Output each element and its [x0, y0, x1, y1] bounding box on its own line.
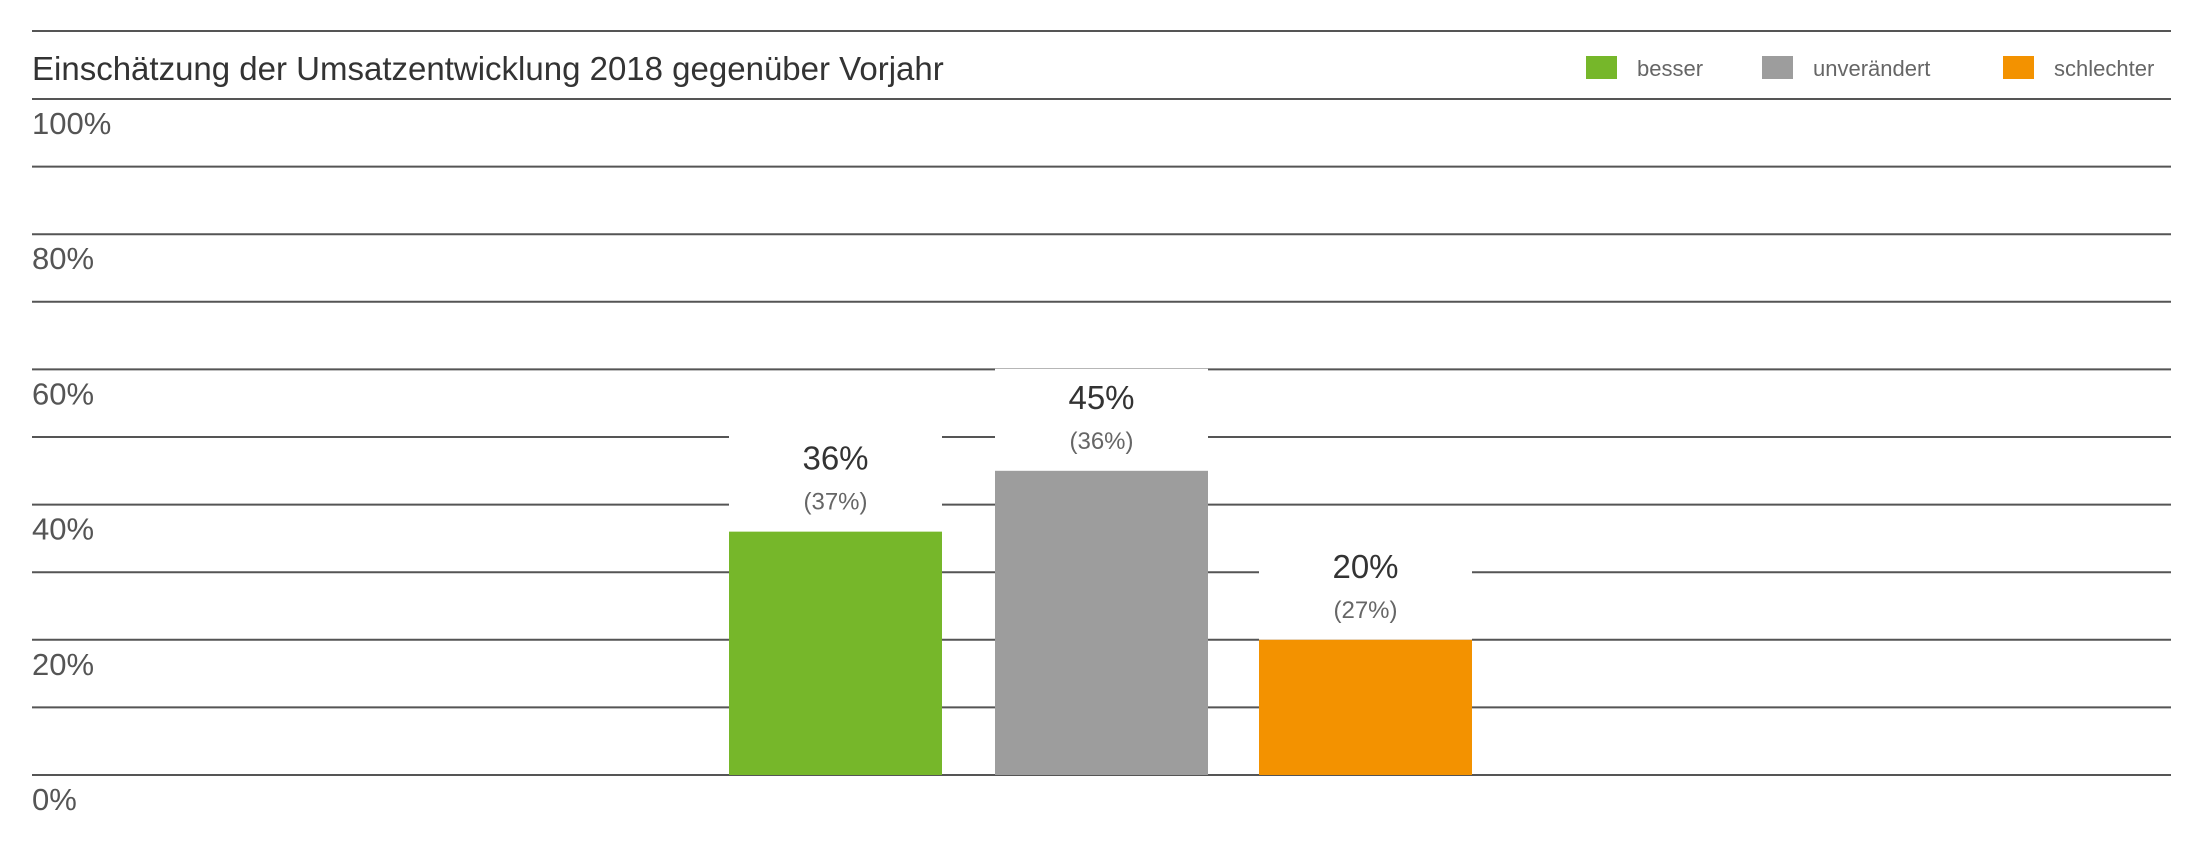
bar-besser: [729, 531, 942, 775]
label-background: [995, 368, 1208, 471]
label-background: [729, 429, 942, 532]
legend: besser unverändert schlechter: [1586, 56, 2154, 81]
legend-swatch: [1586, 56, 1617, 79]
y-tick-label: 100%: [32, 106, 111, 141]
y-tick-label: 80%: [32, 241, 94, 276]
legend-label: schlechter: [2054, 56, 2154, 81]
data-label: 20%: [1332, 548, 1398, 585]
label-backgrounds: [729, 368, 1472, 640]
y-tick-label: 20%: [32, 647, 94, 682]
label-background: [1259, 537, 1472, 640]
y-tick-label: 40%: [32, 512, 94, 547]
previous-year-label: (37%): [803, 489, 867, 516]
bars: 36% (37%) 45% (36%) 20% (27%): [729, 379, 1472, 775]
data-label: 36%: [802, 440, 868, 477]
previous-year-label: (36%): [1069, 428, 1133, 455]
bar-unverändert: [995, 470, 1208, 775]
legend-label: unverändert: [1813, 56, 1930, 81]
legend-swatch: [1762, 56, 1793, 79]
y-tick-label: 60%: [32, 376, 94, 411]
y-axis-ticks: 0% 20% 40% 60% 80% 100%: [32, 106, 111, 817]
legend-swatch: [2003, 56, 2034, 79]
y-tick-label: 0%: [32, 782, 77, 817]
data-label: 45%: [1068, 379, 1134, 416]
previous-year-label: (27%): [1333, 597, 1397, 624]
chart-title: Einschätzung der Umsatzentwicklung 2018 …: [32, 50, 944, 87]
legend-label: besser: [1637, 56, 1703, 81]
bar-schlechter: [1259, 639, 1472, 775]
